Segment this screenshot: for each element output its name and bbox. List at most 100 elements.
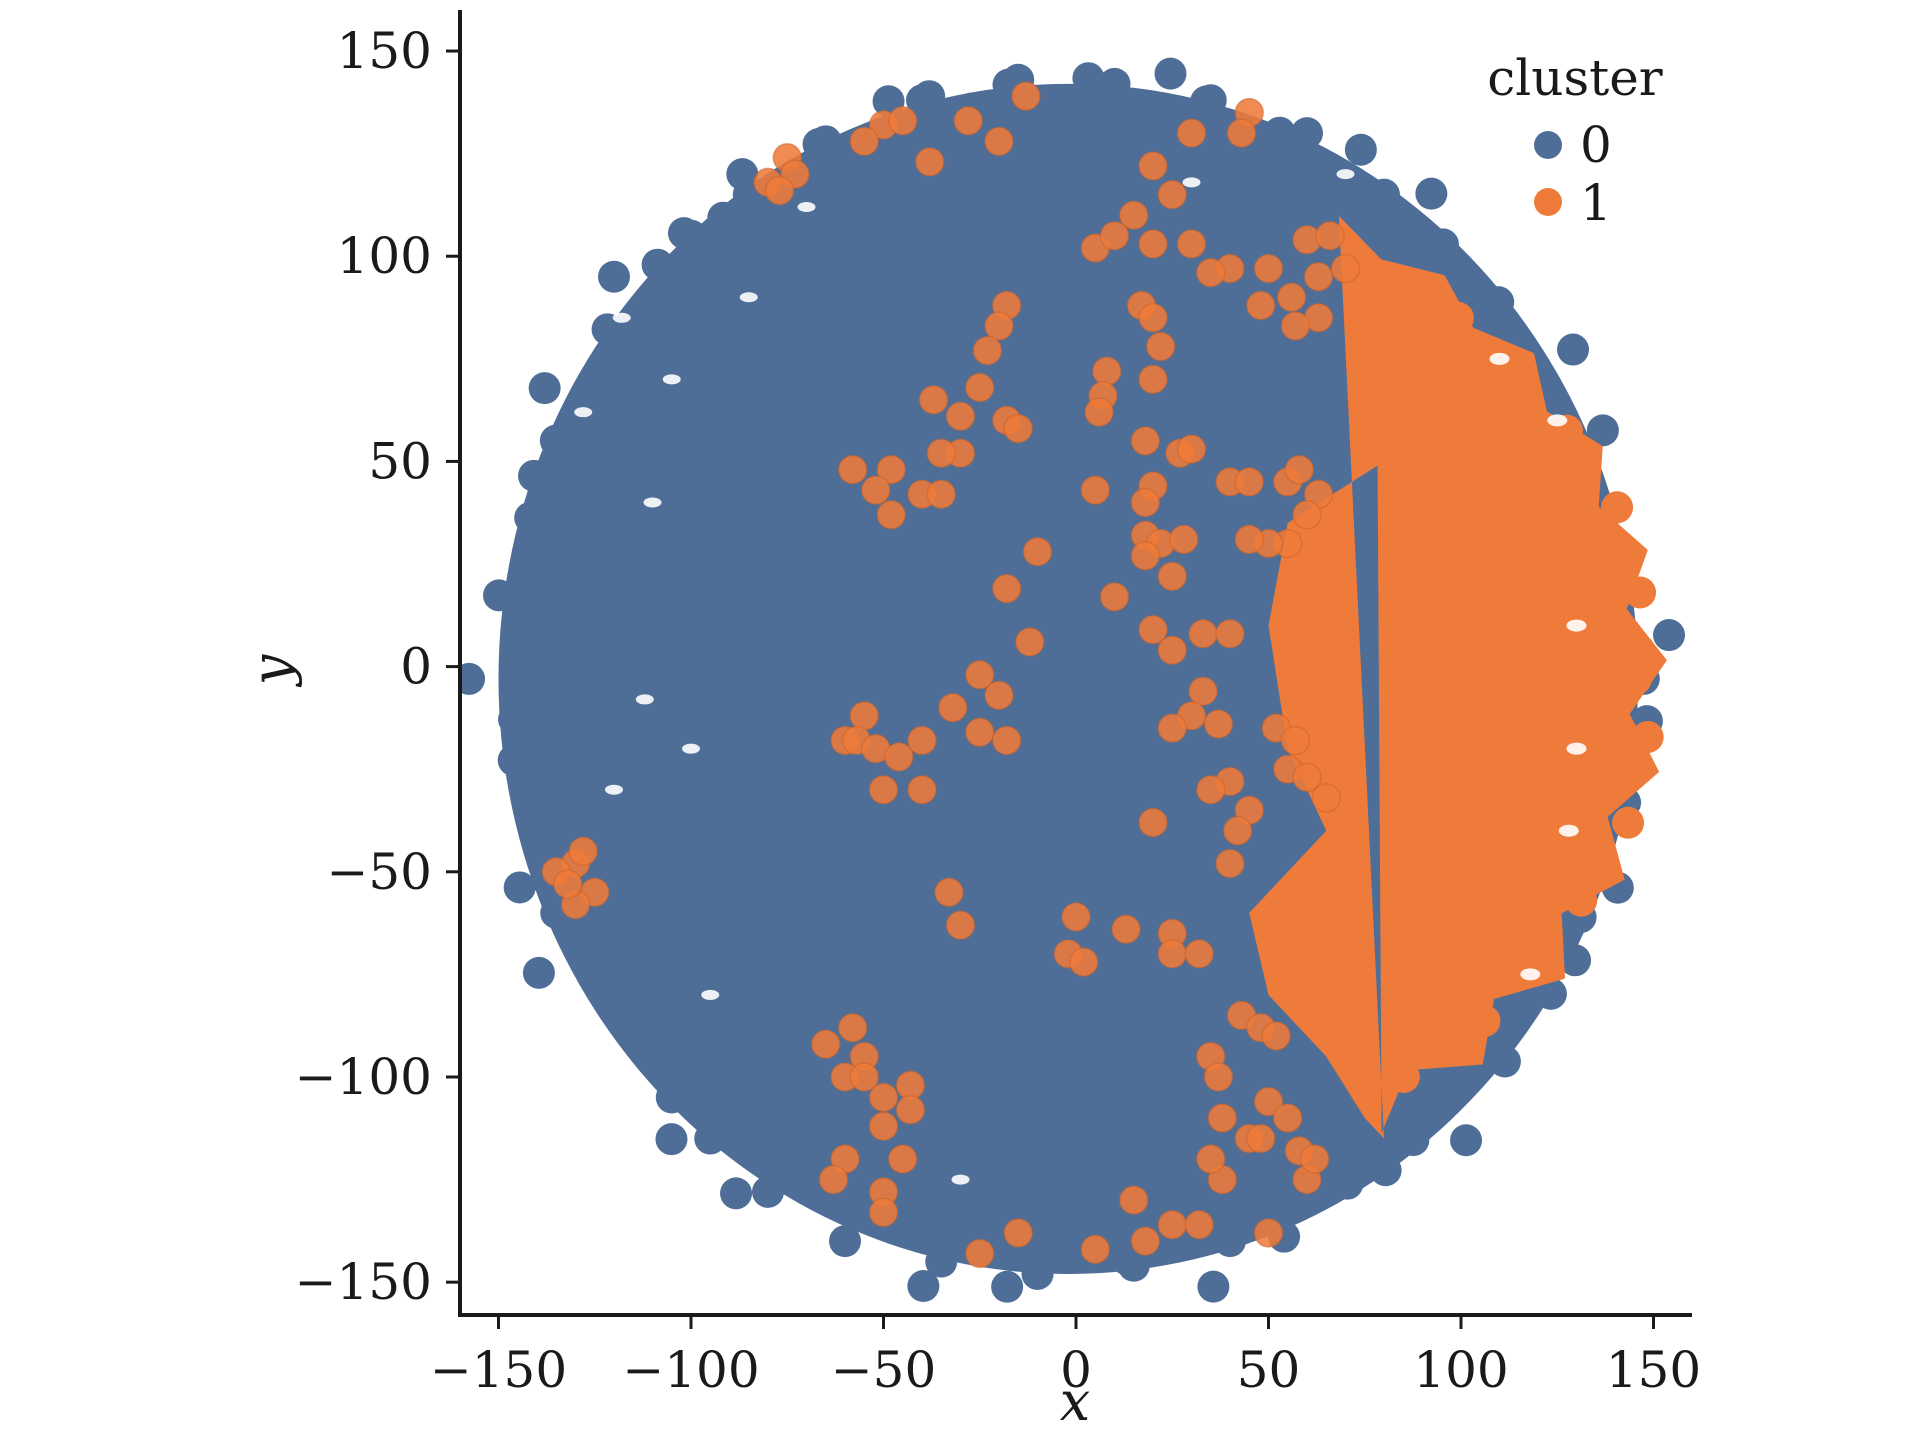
x-tick-label: 0	[1060, 1341, 1092, 1399]
cluster-0-edge-point	[1278, 178, 1311, 211]
cluster-0-edge-point	[632, 1031, 665, 1064]
cluster-0-edge-point	[1653, 619, 1686, 652]
cloud-gap	[1489, 352, 1510, 365]
cluster-1-point	[888, 106, 918, 136]
cloud-gap	[612, 312, 631, 323]
cluster-0-edge-point	[1033, 1211, 1066, 1244]
cluster-1-point	[849, 701, 879, 731]
cluster-0-point	[809, 125, 842, 158]
cluster-0-edge-point	[548, 813, 581, 846]
cluster-0-point	[1214, 1225, 1246, 1258]
cluster-1-point	[1207, 1103, 1238, 1133]
x-tick-label: 100	[1413, 1341, 1508, 1399]
cluster-1-point	[1138, 229, 1168, 259]
cluster-0-point	[636, 322, 669, 355]
cluster-0-edge-point	[460, 662, 486, 695]
cluster-1-edge-point	[1394, 304, 1427, 337]
cluster-0-point	[655, 1081, 688, 1114]
cluster-0-edge-point	[668, 1049, 701, 1082]
cluster-1-point	[868, 774, 899, 805]
cluster-1-point	[837, 454, 868, 485]
cluster-1-point	[1330, 253, 1361, 284]
cluster-0-edge-point	[1397, 1124, 1430, 1157]
cluster-1-point	[849, 1062, 879, 1092]
cluster-1-point	[884, 742, 914, 772]
cluster-1-edge-point	[1431, 351, 1464, 384]
cluster-1-point	[876, 454, 906, 485]
cluster-1-point	[837, 1012, 868, 1043]
y-tick-label: −150	[295, 1253, 432, 1311]
cluster-1-edge-point	[1387, 1060, 1420, 1093]
cloud-gap	[605, 784, 623, 795]
cluster-1-point	[1299, 1144, 1330, 1174]
cluster-1-point	[1084, 397, 1114, 427]
cluster-1-point	[1292, 500, 1322, 530]
y-tick-label: 50	[368, 432, 432, 490]
cluster-1-point	[1061, 902, 1091, 932]
cluster-0-point	[598, 978, 630, 1011]
y-tick-label: 0	[400, 638, 432, 696]
cluster-0-edge-point	[1559, 944, 1592, 977]
cluster-0-edge-point	[1534, 977, 1567, 1010]
y-tick-label: −50	[326, 843, 432, 901]
cluster-1-edge-point	[1567, 530, 1600, 563]
cluster-0-edge-point	[907, 1270, 940, 1303]
cluster-0-edge-point	[514, 501, 547, 534]
cluster-1-edge-point	[1619, 662, 1652, 695]
cluster-0-edge-point	[542, 549, 575, 582]
cluster-1-point	[1138, 614, 1168, 645]
cluster-1-point	[934, 877, 964, 908]
cluster-1-point	[1311, 783, 1341, 813]
cluster-1-point	[1292, 762, 1322, 793]
cluster-1-point	[965, 372, 995, 403]
cluster-1-point	[849, 126, 879, 157]
cluster-1-point	[1196, 1144, 1226, 1174]
cluster-1-point	[1157, 713, 1187, 743]
cluster-1-point	[861, 475, 891, 505]
cloud-gap	[1566, 742, 1587, 755]
cluster-1-point	[1184, 1209, 1214, 1240]
y-tick-label: 100	[337, 227, 432, 285]
cloud-gap	[1566, 619, 1587, 632]
cluster-1-edge-point	[1454, 955, 1487, 988]
cluster-1-point	[991, 573, 1022, 604]
cluster-1-point	[868, 1197, 899, 1228]
cluster-1-point	[1011, 81, 1041, 111]
cluster-1-edge-point	[1545, 480, 1578, 513]
cloud-gap	[574, 407, 593, 418]
cluster-1-point	[1276, 282, 1307, 313]
cluster-0-point	[598, 260, 630, 293]
cluster-0-point	[1098, 67, 1131, 100]
cluster-1-point	[907, 725, 937, 756]
cluster-1-edge-point	[1544, 449, 1577, 482]
cluster-0-point	[752, 1175, 784, 1208]
cluster-1-point	[868, 1111, 899, 1141]
cluster-0-edge-point	[1488, 1045, 1521, 1078]
cluster-0-edge-point	[1072, 62, 1105, 95]
cloud-gap	[643, 497, 662, 508]
cluster-0-point	[1117, 1249, 1150, 1282]
cluster-0-edge-point	[606, 372, 639, 405]
cluster-1-point	[1246, 290, 1276, 321]
cluster-1-edge-point	[1507, 889, 1540, 922]
cluster-1-point	[965, 717, 995, 748]
cluster-1-point	[1130, 426, 1161, 456]
cluster-0-edge-point	[991, 1270, 1024, 1303]
cluster-1-point	[895, 1070, 926, 1100]
legend-marker-cluster-1	[1534, 188, 1562, 216]
cluster-0-edge-point	[1344, 133, 1377, 166]
cluster-1-point	[991, 725, 1022, 756]
cluster-0-edge-point	[1415, 177, 1448, 210]
cluster-1-point	[918, 385, 949, 415]
cluster-0-edge-point	[518, 623, 551, 656]
cluster-0-edge-point	[539, 424, 572, 457]
cloud-gap	[1336, 169, 1355, 180]
cluster-0-point	[1021, 1257, 1054, 1290]
cluster-0-edge-point	[503, 871, 536, 904]
cluster-1-point	[1111, 914, 1141, 944]
cluster-1-point	[1176, 118, 1207, 148]
cluster-1-point	[1099, 582, 1130, 612]
legend-marker-cluster-0	[1534, 131, 1562, 159]
cluster-1-point	[1215, 619, 1245, 649]
scatter-points	[541, 81, 1361, 1269]
